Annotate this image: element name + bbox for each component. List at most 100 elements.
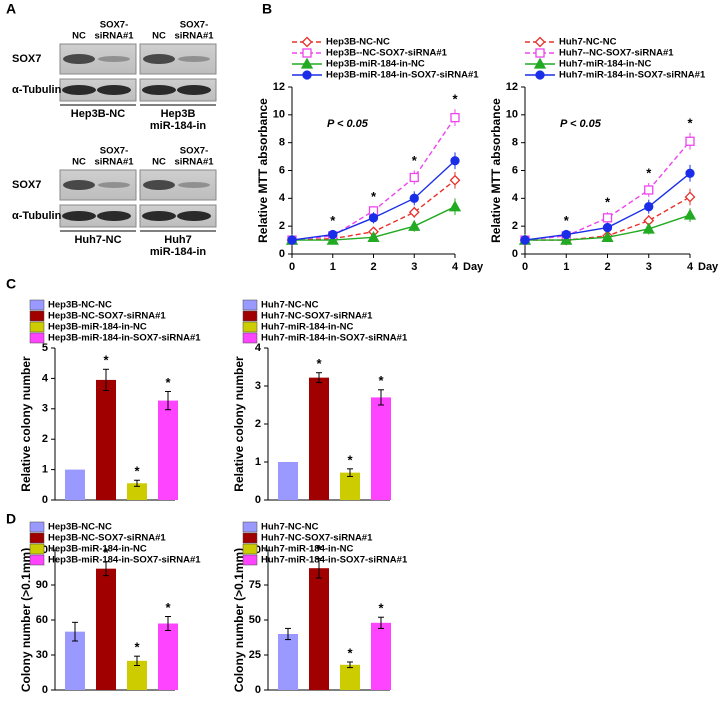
y-tick-label: 8 — [279, 137, 285, 149]
point — [601, 230, 614, 242]
point — [328, 229, 338, 240]
significance: * — [646, 165, 652, 180]
panel-label: A — [6, 1, 16, 17]
significance: * — [378, 373, 384, 388]
y-tick-label: 50 — [249, 614, 261, 626]
legend-label: Huh7--NC-SOX7-siRNA#1 — [559, 48, 674, 59]
legend-swatch — [242, 310, 258, 322]
lane-label: SOX7- — [100, 20, 129, 31]
significance: * — [103, 545, 109, 560]
lane-label: siRNA#1 — [94, 31, 134, 42]
point — [602, 222, 613, 233]
y-tick-label: 0 — [42, 494, 48, 506]
bar — [158, 623, 178, 690]
bar — [278, 634, 298, 690]
y-tick-label: 1 — [42, 464, 48, 476]
bar — [309, 377, 329, 500]
legend-label: Huh7-miR-184-in-NC — [261, 544, 354, 555]
point — [683, 208, 697, 220]
bar — [340, 472, 360, 500]
legend-swatch — [29, 321, 45, 333]
lane-label: SOX7- — [180, 20, 209, 31]
y-tick-label: 4 — [512, 192, 519, 204]
point — [602, 213, 613, 223]
y-tick-label: 6 — [512, 164, 518, 176]
lane-label: SOX7- — [100, 146, 129, 157]
legend-swatch — [242, 543, 258, 555]
legend-swatch — [29, 332, 45, 344]
x-tick-label: 2 — [604, 261, 610, 273]
significance: * — [687, 115, 693, 130]
band — [177, 211, 211, 221]
x-tick-label: 0 — [289, 261, 295, 273]
legend-swatch — [29, 521, 45, 533]
legend-marker — [535, 70, 545, 80]
point — [287, 235, 297, 245]
band — [143, 180, 175, 190]
point — [684, 191, 696, 203]
blot-caption: Hep3B-NC — [71, 108, 125, 120]
legend-label: Huh7-miR-184-in-SOX7-siRNA#1 — [261, 333, 408, 344]
legend-label: Hep3B-miR-184-in-SOX7-siRNA#1 — [326, 70, 479, 81]
legend-swatch — [29, 532, 45, 544]
point — [367, 230, 380, 242]
blot-caption: miR-184-in — [150, 246, 207, 258]
band — [62, 211, 96, 221]
y-tick-label: 0 — [42, 684, 48, 696]
row-label: SOX7 — [12, 179, 41, 191]
y-tick-label: 8 — [512, 137, 518, 149]
significance: * — [316, 356, 322, 371]
y-tick-label: 25 — [249, 649, 261, 661]
x-tick-label: 1 — [330, 261, 336, 273]
band — [97, 85, 131, 95]
legend-marker — [302, 70, 312, 80]
bar — [340, 664, 360, 690]
point — [520, 235, 530, 245]
point — [408, 219, 421, 231]
bar — [278, 462, 298, 500]
y-tick-label: 4 — [255, 342, 262, 354]
x-tick-label: 3 — [646, 261, 652, 273]
lane-label: siRNA#1 — [174, 157, 214, 168]
annotation: P < 0.05 — [560, 118, 602, 130]
y-tick-label: 4 — [279, 192, 286, 204]
legend-swatch — [242, 332, 258, 344]
legend-label: Hep3B-miR-184-in-NC — [48, 322, 147, 333]
significance: * — [412, 153, 418, 168]
y-tick-label: 2 — [512, 220, 518, 232]
y-tick-label: 90 — [36, 579, 48, 591]
panel-label: B — [262, 1, 272, 17]
lane-label: NC — [72, 157, 86, 168]
legend-label: Hep3B-miR-184-in-NC — [326, 59, 425, 70]
legend-marker — [533, 57, 547, 69]
significance: * — [165, 600, 171, 615]
band — [142, 211, 176, 221]
point — [450, 156, 460, 166]
y-tick-label: 10 — [273, 109, 285, 121]
y-tick-label: 10 — [506, 109, 518, 121]
row-label: α-Tubulin — [12, 84, 62, 96]
legend-swatch — [29, 554, 45, 566]
point — [408, 206, 420, 218]
y-tick-label: 4 — [42, 372, 49, 384]
legend-swatch — [242, 299, 258, 311]
point — [561, 229, 571, 240]
row-label: SOX7 — [12, 53, 41, 65]
legend-label: Huh7-miR-184-in-SOX7-siRNA#1 — [261, 555, 408, 566]
bar — [65, 631, 85, 690]
legend-label: Huh7-NC-NC — [559, 37, 617, 48]
significance: * — [378, 601, 384, 616]
band — [63, 54, 95, 64]
band — [98, 56, 130, 62]
legend-label: Hep3B-NC-NC — [48, 300, 112, 311]
point — [368, 213, 379, 223]
y-tick-label: 6 — [279, 164, 285, 176]
legend-label: Huh7-miR-184-in-NC — [261, 322, 354, 333]
legend-label: Huh7-miR-184-in-NC — [559, 59, 652, 70]
x-tick-label: 4 — [687, 261, 694, 273]
lane-label: siRNA#1 — [174, 31, 214, 42]
row-label: α-Tubulin — [12, 210, 62, 222]
legend-label: Hep3B--NC-SOX7-siRNA#1 — [326, 48, 448, 59]
y-tick-label: 3 — [42, 403, 48, 415]
